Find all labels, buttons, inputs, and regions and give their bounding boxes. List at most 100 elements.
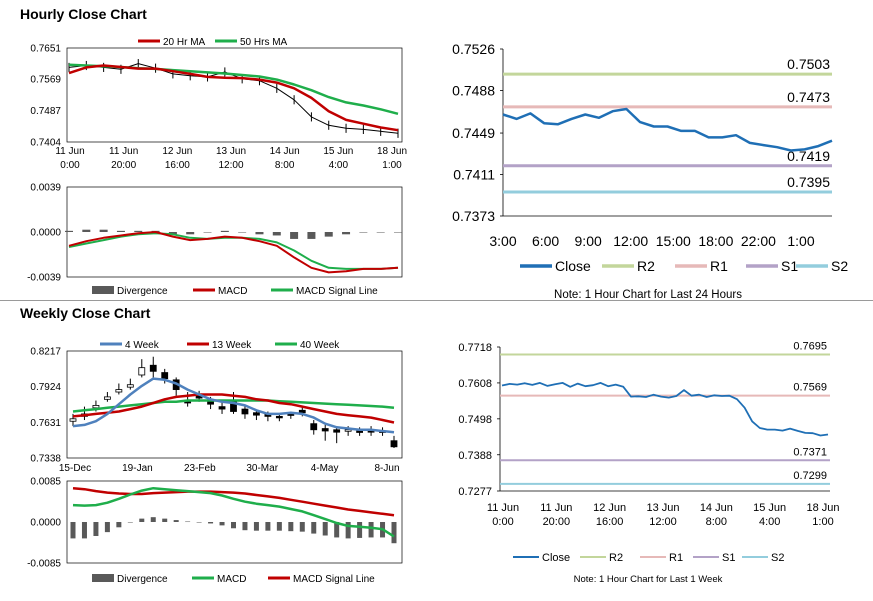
weekly-hourly-xtick-time: 20:00: [543, 516, 571, 528]
weekly-candle-body: [218, 406, 226, 410]
hourly-macd-divergence-bar: [186, 232, 195, 235]
hourly-macd-divergence-bar: [359, 232, 368, 233]
weekly-candle-body: [103, 396, 111, 400]
hourly-macd-divergence-bar: [65, 230, 73, 232]
hourly-price-xtick-date: 15 Jun: [323, 146, 353, 157]
weekly-macd-divergence-bar: [288, 522, 294, 532]
hourly-24h-legend-r1: R1: [710, 258, 728, 274]
weekly-hourly-xtick-time: 4:00: [759, 516, 780, 528]
weekly-candle-body: [333, 429, 341, 433]
weekly-macd-ytick: 0.0085: [30, 477, 61, 488]
hourly-macd-divergence-bar: [99, 229, 108, 232]
weekly-macd-legend-macd: MACD: [217, 574, 246, 585]
weekly-hourly-xtick-time: 0:00: [492, 516, 513, 528]
weekly-macd-divergence-bar: [322, 522, 328, 536]
weekly-hourly-ytick: 0.7608: [458, 378, 492, 390]
weekly-macd-divergence-bar: [311, 522, 317, 534]
weekly-candle-body: [69, 418, 77, 422]
weekly-section-title: Weekly Close Chart: [20, 305, 151, 321]
weekly-macd-divergence-bar: [93, 522, 99, 536]
hourly-macd-divergence-bar: [307, 232, 316, 239]
hourly-24h-xtick: 6:00: [532, 233, 559, 249]
weekly-macd-divergence-bar: [345, 522, 351, 539]
weekly-price-legend-4wk: 4 Week: [125, 340, 160, 351]
weekly-price-xtick: 30-Mar: [246, 463, 278, 474]
hourly-macd-divergence-bar: [290, 232, 299, 239]
hourly-section-title: Hourly Close Chart: [20, 6, 147, 22]
hourly-price-ytick: 0.7487: [30, 106, 61, 117]
hourly-price-xtick-time: 4:00: [329, 160, 349, 171]
hourly-macd-legend-divergence-swatch: [92, 286, 114, 294]
weekly-hourly-legend-s1: S1: [722, 552, 735, 564]
hourly-price-legend-ma50: 50 Hrs MA: [240, 37, 288, 48]
weekly-macd-signal-line: [72, 486, 395, 517]
weekly-price-xtick: 15-Dec: [59, 463, 91, 474]
weekly-price-xtick: 8-Jun: [374, 463, 399, 474]
hourly-24h-close-line: [502, 107, 833, 152]
hourly-24h-xtick: 3:00: [489, 233, 516, 249]
weekly-macd-divergence-bar: [162, 518, 168, 522]
hourly-24h-level-label-r2: 0.7503: [787, 56, 830, 72]
hourly-price-xtick-time: 12:00: [218, 160, 243, 171]
hourly-price-xtick-date: 13 Jun: [216, 146, 246, 157]
hourly-macd-divergence-bar: [116, 230, 125, 232]
weekly-macd-divergence-bar: [70, 522, 76, 539]
weekly-macd-legend-signal: MACD Signal Line: [293, 574, 375, 585]
weekly-candle-body: [356, 430, 364, 433]
weekly-macd-divergence-bar: [334, 522, 340, 538]
weekly-price-ytick: 0.7631: [30, 418, 61, 429]
weekly-price-xtick: 19-Jan: [122, 463, 153, 474]
weekly-candle-body: [390, 440, 398, 448]
hourly-24h-xtick: 1:00: [787, 233, 814, 249]
hourly-price-ma20-line: [68, 64, 399, 132]
weekly-hourly-xtick-date: 11 Jun: [540, 502, 572, 514]
weekly-macd-divergence-bar: [81, 522, 87, 539]
hourly-price-plot: [66, 47, 403, 143]
weekly-candle-body: [149, 364, 157, 372]
hourly-price-xtick-date: 11 Jun: [109, 146, 138, 157]
hourly-macd-divergence-bar: [324, 232, 333, 237]
weekly-hourly-xtick-time: 8:00: [706, 516, 727, 528]
hourly-price-xtick-date: 14 Jun: [270, 146, 300, 157]
weekly-hourly-close-line: [501, 381, 829, 437]
hourly-24h-xtick: 9:00: [575, 233, 602, 249]
weekly-macd-divergence-bar: [104, 522, 110, 533]
weekly-macd-legend-divergence-swatch: [92, 574, 114, 582]
weekly-macd-divergence-bar: [265, 522, 271, 531]
weekly-macd-divergence-bar: [150, 517, 156, 522]
weekly-macd-ytick: -0.0085: [27, 559, 61, 570]
hourly-price-xtick-date: 11 Jun: [55, 146, 84, 157]
weekly-price-ytick: 0.7924: [30, 382, 61, 393]
weekly-macd-divergence-bar: [208, 522, 214, 524]
weekly-candle-body: [310, 423, 318, 431]
weekly-candle-body: [115, 389, 123, 393]
weekly-hourly-level-label-s1: 0.7371: [793, 446, 827, 458]
weekly-hourly-level-label-r2: 0.7695: [793, 341, 827, 353]
section-divider: [0, 300, 873, 301]
weekly-macd-legend-divergence: Divergence: [117, 574, 168, 585]
hourly-24h-level-label-s2: 0.7395: [787, 174, 830, 190]
weekly-hourly-xtick-time: 12:00: [649, 516, 677, 528]
weekly-macd-divergence-bar: [357, 522, 363, 538]
hourly-24h-xtick: 18:00: [698, 233, 733, 249]
hourly-macd-divergence-bar: [82, 229, 91, 232]
weekly-macd-divergence-bar: [173, 520, 179, 522]
weekly-hourly-xtick-time: 16:00: [596, 516, 624, 528]
hourly-24h-note: Note: 1 Hour Chart for Last 24 Hours: [554, 289, 742, 301]
hourly-macd-divergence-bar: [272, 232, 281, 236]
weekly-hourly-legend-s2: S2: [771, 552, 784, 564]
weekly-candle-body: [161, 372, 169, 380]
hourly-price-xtick-time: 0:00: [60, 160, 80, 171]
hourly-macd-macd-line: [68, 231, 399, 274]
hourly-24h-level-label-r1: 0.7473: [787, 89, 830, 105]
weekly-hourly-xtick-time: 1:00: [812, 516, 833, 528]
weekly-macd-divergence-bar: [219, 522, 225, 526]
weekly-price-xtick: 4-May: [311, 463, 339, 474]
hourly-macd-divergence-bar: [134, 230, 143, 232]
weekly-macd-divergence-bar: [391, 522, 397, 544]
weekly-price-legend-40wk: 40 Week: [300, 340, 340, 351]
weekly-hourly-level-label-s2: 0.7299: [793, 470, 827, 482]
hourly-macd-divergence-bar: [238, 232, 247, 233]
weekly-macd-divergence-bar: [253, 522, 259, 531]
